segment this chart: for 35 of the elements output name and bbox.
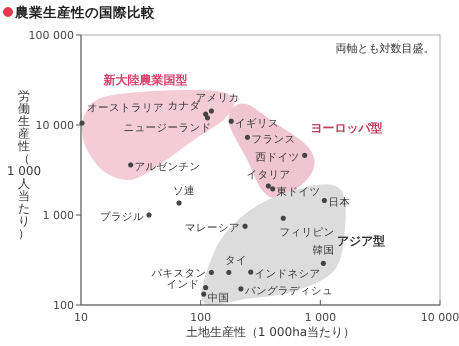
series-label: ブラジル (100, 210, 144, 223)
series-label: マレーシア (185, 222, 240, 234)
series-label: オーストラリア (87, 102, 164, 114)
y-tick-label: 1 000 (42, 209, 74, 222)
series-label: フィリピン (279, 226, 334, 238)
series-label: インド (166, 278, 200, 291)
annotation: ヨーロッパ型 (310, 121, 383, 135)
annotation: アジア型 (337, 234, 386, 248)
series-label: バングラディシュ (244, 284, 333, 297)
series-label: イタリア (246, 169, 290, 181)
x-tick-label: 10 000 (420, 311, 459, 324)
annotation: 新大陸農業国型 (102, 73, 188, 87)
series-label: カナダ (168, 100, 202, 112)
annotation: 両軸とも対数目盛。 (336, 42, 435, 55)
series-label: イギリス (235, 117, 280, 130)
series-label: パキスタン (150, 267, 206, 280)
chart-title: 農業生産性の国際比較 (14, 4, 156, 21)
x-axis-title: 土地生産性（1 000ha当たり） (186, 325, 356, 339)
x-tick-label: 1 000 (304, 311, 336, 324)
series-label: インドネシア (254, 268, 321, 280)
series-label: 中国 (208, 291, 230, 304)
series-label: 日本 (328, 195, 350, 208)
series-label: 韓国 (312, 243, 334, 256)
series-label: タイ (224, 254, 247, 266)
x-tick-label: 10 (74, 311, 88, 324)
x-tick-label: 100 (190, 311, 212, 324)
series-label: 東ドイツ (276, 184, 321, 198)
series-label: フランス (251, 133, 296, 146)
y-tick-label: 10 000 (36, 119, 74, 132)
series-label: アルゼンチン (134, 160, 201, 173)
y-tick-label: 100 (53, 299, 74, 312)
y-tick-label: 100 000 (28, 29, 74, 42)
series-label: ソ連 (173, 184, 196, 197)
series-label: 西ドイツ (256, 151, 300, 164)
series-label: ニュージーランド (123, 122, 212, 134)
